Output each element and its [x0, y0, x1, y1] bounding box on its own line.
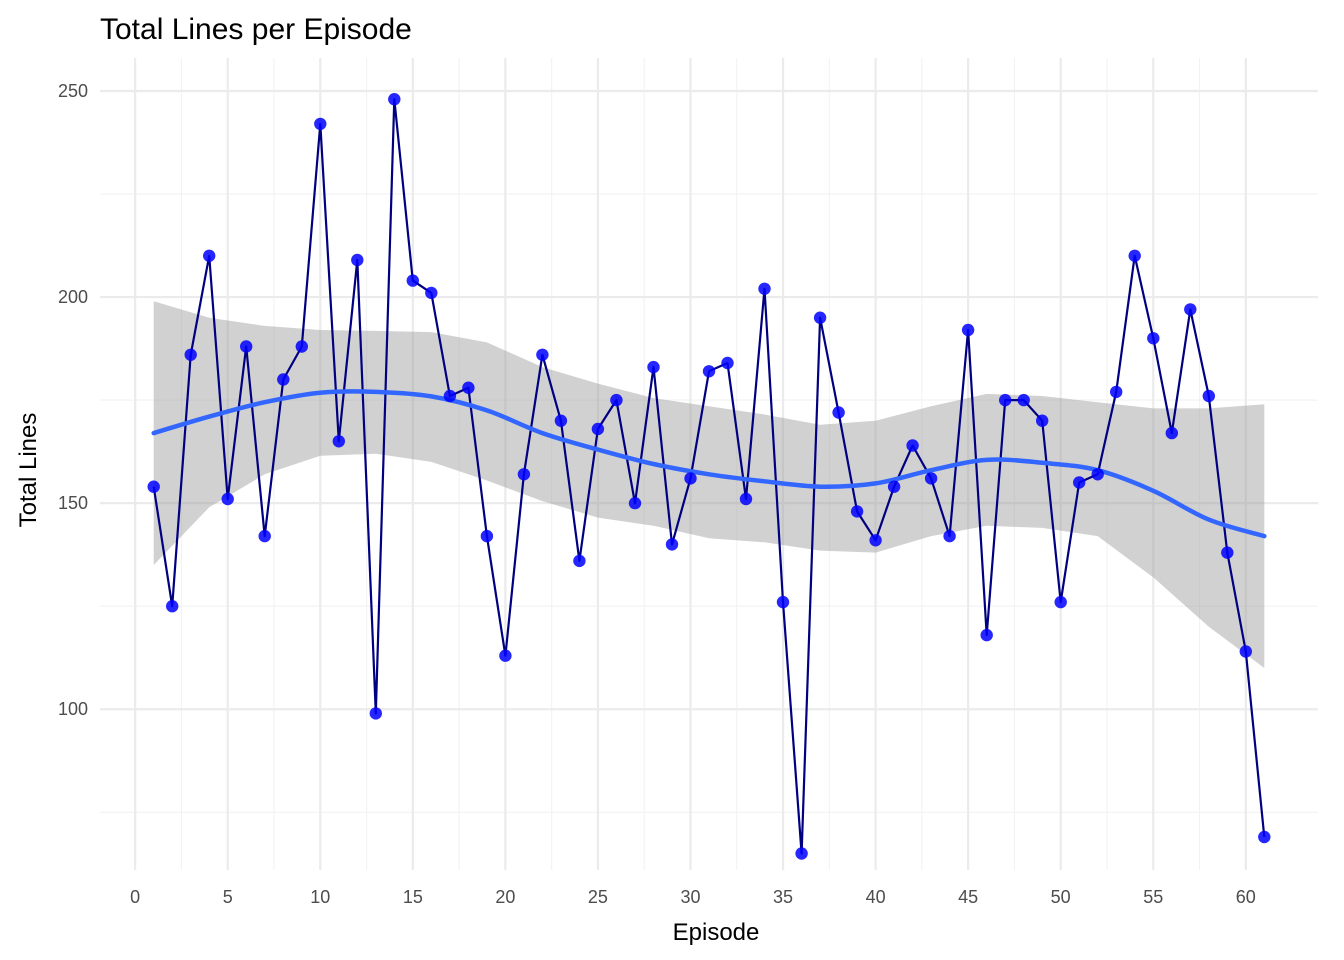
data-point — [1165, 426, 1179, 440]
data-point — [961, 323, 975, 337]
x-tick-label: 25 — [588, 887, 608, 907]
x-tick-label: 30 — [680, 887, 700, 907]
x-tick-label: 50 — [1051, 887, 1071, 907]
data-point — [480, 529, 494, 543]
data-point — [240, 340, 253, 353]
data-point — [369, 707, 382, 720]
data-point — [739, 492, 753, 506]
data-point — [665, 538, 679, 551]
y-tick-label: 100 — [58, 699, 88, 719]
data-point — [850, 505, 864, 518]
smooth-fit-curve — [151, 389, 1267, 539]
y-tick-label: 250 — [58, 81, 88, 101]
data-point — [647, 360, 660, 374]
x-tick-label: 45 — [958, 887, 978, 907]
y-axis-title: Total Lines — [15, 413, 42, 528]
data-point — [536, 348, 549, 361]
data-point — [1147, 332, 1160, 345]
y-tick-label: 150 — [58, 493, 88, 513]
data-point — [943, 529, 956, 543]
data-point — [721, 356, 734, 370]
data-point — [573, 554, 586, 568]
data-point — [517, 468, 531, 481]
data-point — [295, 340, 308, 353]
data-point — [795, 847, 808, 860]
data-point — [554, 414, 568, 427]
data-point — [1184, 303, 1197, 316]
data-point — [147, 480, 160, 493]
data-point — [184, 348, 197, 361]
x-tick-label: 0 — [130, 887, 140, 907]
data-point — [980, 628, 993, 642]
data-point — [1110, 385, 1123, 399]
major-gridlines — [100, 58, 1318, 870]
x-tick-label: 60 — [1236, 887, 1256, 907]
x-tick-label: 20 — [495, 887, 515, 907]
data-point — [406, 274, 419, 287]
x-axis-tick-labels: 0 5 10 15 20 25 30 35 40 45 50 55 60 — [130, 887, 1256, 907]
confidence-band — [153, 301, 1265, 668]
data-point — [351, 253, 364, 267]
data-point — [906, 439, 919, 452]
data-point — [203, 249, 216, 262]
data-point — [1221, 546, 1234, 559]
data-point — [999, 393, 1012, 407]
x-tick-label: 40 — [866, 887, 886, 907]
data-point — [332, 435, 345, 448]
data-point — [443, 389, 457, 403]
data-point — [924, 472, 938, 485]
data-point — [221, 492, 234, 506]
data-point — [684, 472, 697, 485]
data-point — [1036, 414, 1049, 427]
chart-title: Total Lines per Episode — [100, 13, 412, 46]
x-axis-title: Episode — [673, 919, 760, 946]
data-point — [832, 406, 845, 419]
data-point — [1128, 249, 1141, 262]
x-tick-label: 35 — [773, 887, 793, 907]
data-point — [1073, 476, 1086, 489]
x-tick-label: 10 — [310, 887, 330, 907]
data-point — [388, 93, 401, 106]
data-point — [610, 393, 623, 407]
data-point — [813, 311, 827, 324]
confidence-ribbon — [153, 301, 1265, 668]
x-tick-label: 15 — [403, 887, 423, 907]
data-point — [1239, 645, 1253, 658]
data-point — [1054, 595, 1067, 609]
data-point — [869, 534, 882, 547]
y-axis-tick-labels: 100 150 200 250 — [58, 81, 88, 719]
data-point — [462, 381, 475, 394]
data-point — [499, 649, 512, 662]
data-point — [258, 529, 271, 543]
data-point — [591, 422, 605, 436]
data-point — [1091, 468, 1104, 481]
data-point — [776, 595, 790, 609]
data-point — [758, 282, 771, 295]
data-point — [166, 600, 179, 613]
data-point — [1017, 393, 1030, 407]
data-points — [147, 93, 1271, 860]
data-point — [1202, 389, 1216, 403]
y-tick-label: 200 — [58, 287, 88, 307]
x-tick-label: 5 — [223, 887, 233, 907]
data-point — [702, 365, 716, 378]
data-point — [887, 480, 901, 493]
data-point — [314, 117, 327, 131]
data-point — [425, 286, 438, 300]
x-tick-label: 55 — [1143, 887, 1163, 907]
data-point — [628, 497, 642, 510]
data-point — [1258, 830, 1271, 844]
data-point — [277, 373, 290, 386]
smooth-trend-line — [151, 389, 1267, 539]
